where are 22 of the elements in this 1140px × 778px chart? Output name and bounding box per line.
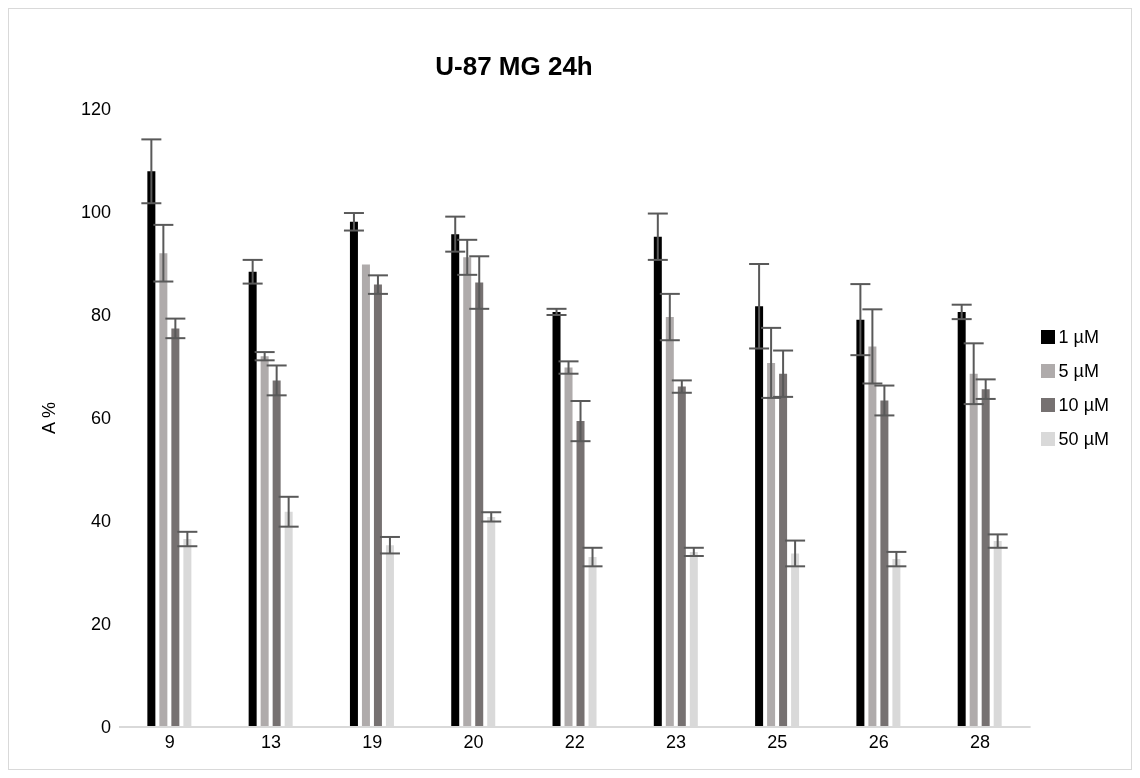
y-axis-title: A % [39, 401, 60, 435]
x-tick-label: 20 [463, 731, 484, 752]
y-tick-label: 20 [90, 614, 111, 635]
y-tick-label: 80 [90, 305, 111, 326]
x-tick-label: 9 [164, 731, 175, 752]
y-tick-label: 100 [80, 202, 111, 223]
x-tick-label: 26 [868, 731, 889, 752]
legend-label: 10 µM [1058, 394, 1109, 417]
y-tick-label: 120 [80, 99, 111, 120]
y-tick-label: 60 [90, 408, 111, 429]
chart-title: U-87 MG 24h [434, 51, 594, 82]
legend-label: 5 µM [1058, 360, 1099, 383]
x-tick-label: 28 [969, 731, 990, 752]
x-tick-label: 13 [260, 731, 281, 752]
x-tick-label: 25 [767, 731, 788, 752]
y-tick-label: 40 [90, 511, 111, 532]
x-tick-label: 19 [362, 731, 383, 752]
legend-label: 50 µM [1058, 428, 1109, 451]
x-tick-label: 22 [564, 731, 585, 752]
x-tick-label: 23 [666, 731, 687, 752]
y-tick-label: 0 [100, 717, 111, 738]
legend-label: 1 µM [1058, 326, 1099, 349]
